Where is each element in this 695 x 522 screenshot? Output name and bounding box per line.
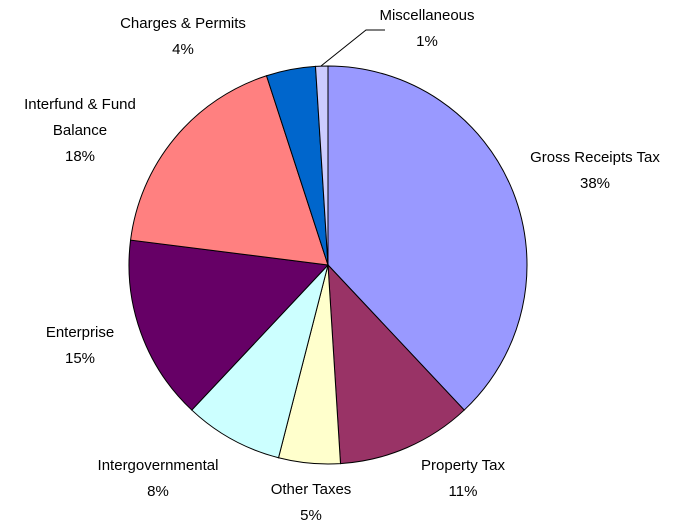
slice-value-label: 15% xyxy=(65,350,95,367)
pie-slice xyxy=(128,239,330,411)
slice-value-label: 38% xyxy=(580,175,610,192)
slice-label: Miscellaneous xyxy=(379,7,474,24)
slice-label: Other Taxes xyxy=(271,481,352,498)
slice-value-label: 18% xyxy=(65,148,95,165)
slice-label: Enterprise xyxy=(46,324,114,341)
slice-value-label: 4% xyxy=(172,41,194,58)
slice-label: Gross Receipts Tax xyxy=(530,149,660,166)
pie-slice xyxy=(130,75,329,266)
pie-slice xyxy=(327,65,528,411)
slice-value-label: 8% xyxy=(147,483,169,500)
slice-value-label: 11% xyxy=(449,483,478,500)
pie-slice xyxy=(191,264,329,459)
slice-label: Interfund & Fund Balance xyxy=(24,96,136,139)
pie-slice xyxy=(327,263,465,465)
slice-label: Charges & Permits xyxy=(120,15,246,32)
slice-label: Intergovernmental xyxy=(98,457,219,474)
slice-value-label: 1% xyxy=(416,33,438,50)
pie-slice xyxy=(314,65,329,266)
slice-label: Property Tax xyxy=(421,457,505,474)
slice-value-label: 5% xyxy=(300,507,322,522)
leader-line xyxy=(320,29,385,67)
